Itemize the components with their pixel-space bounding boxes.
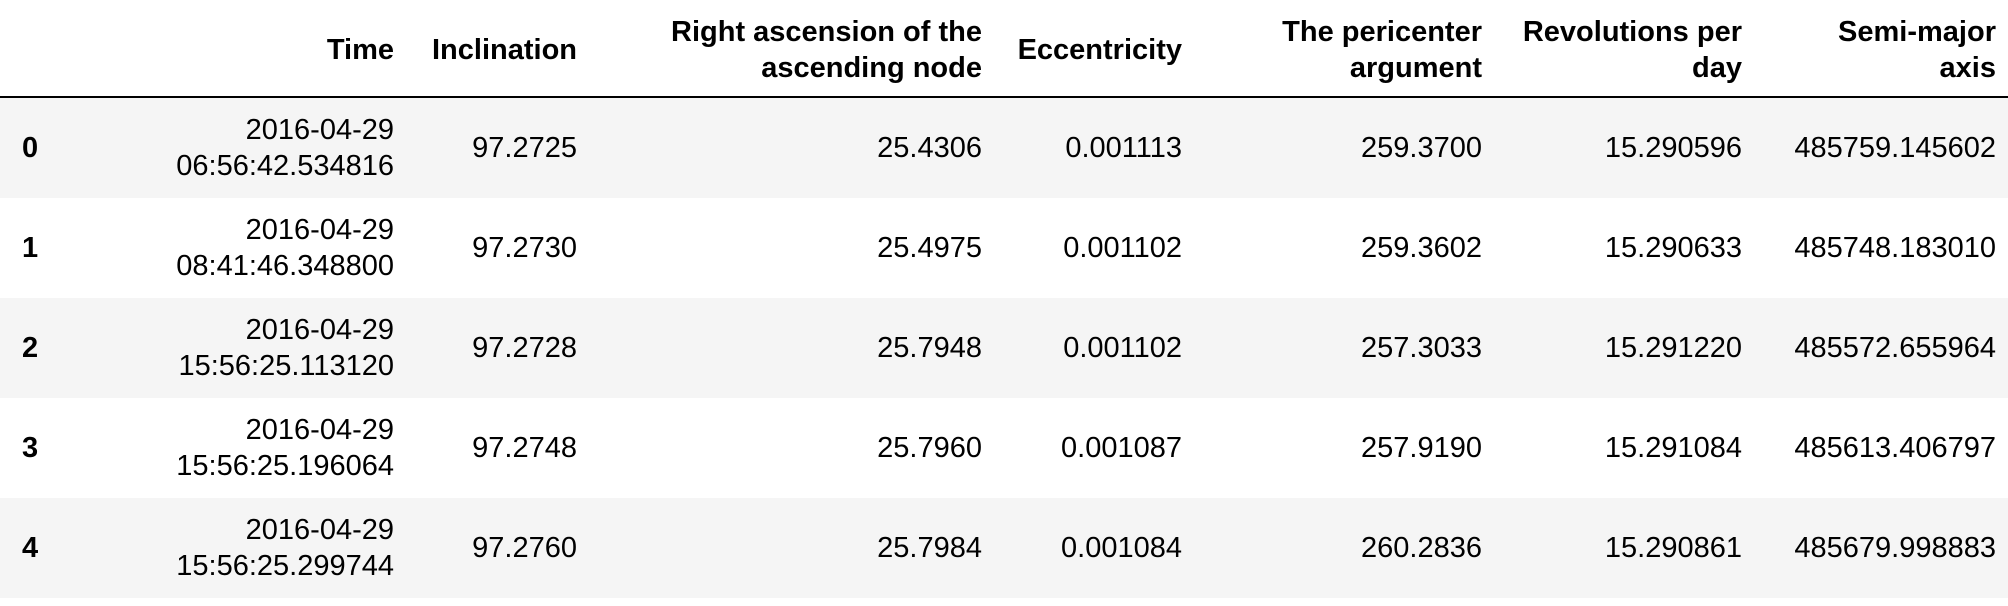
cell-revolutions-per-day: 15.290633: [1604, 232, 1742, 264]
cell-time: 2016-04-29 15:56:25.113120: [178, 314, 394, 382]
cell-eccentricity: 0.001113: [1065, 132, 1182, 164]
cell-time: 2016-04-29 15:56:25.299744: [176, 514, 394, 582]
cell-revolutions-per-day: 15.290596: [1604, 132, 1742, 164]
cell-eccentricity: 0.001087: [1061, 432, 1182, 464]
index-column-header: [0, 4, 70, 98]
column-header-time: Time: [70, 4, 406, 98]
cell-pericenter-argument: 260.2836: [1361, 532, 1482, 564]
cell-semi-major-axis: 485572.655964: [1794, 332, 1996, 364]
cell-inclination: 97.2748: [472, 432, 577, 464]
cell-eccentricity: 0.001084: [1061, 532, 1182, 564]
column-header-semi-major-axis: Semi-major axis: [1754, 4, 2008, 98]
row-index: 0: [22, 132, 39, 164]
row-index: 2: [22, 332, 39, 364]
cell-revolutions-per-day: 15.291084: [1604, 432, 1742, 464]
cell-time: 2016-04-29 15:56:25.196064: [176, 414, 394, 482]
table-row: 4 2016-04-29 15:56:25.299744 97.2760 25.…: [0, 498, 2008, 598]
cell-semi-major-axis: 485613.406797: [1794, 432, 1996, 464]
cell-inclination: 97.2728: [472, 332, 577, 364]
cell-semi-major-axis: 485748.183010: [1794, 232, 1996, 264]
cell-raan: 25.7984: [877, 532, 982, 564]
cell-pericenter-argument: 257.3033: [1361, 332, 1482, 364]
cell-inclination: 97.2730: [472, 232, 577, 264]
cell-pericenter-argument: 259.3602: [1361, 232, 1482, 264]
column-header-revolutions-per-day: Revolutions per day: [1494, 4, 1754, 98]
column-header-eccentricity: Eccentricity: [994, 4, 1194, 98]
column-header-inclination: Inclination: [406, 4, 589, 98]
cell-raan: 25.7948: [877, 332, 982, 364]
table-row: 3 2016-04-29 15:56:25.196064 97.2748 25.…: [0, 398, 2008, 498]
cell-revolutions-per-day: 15.291220: [1604, 332, 1742, 364]
table-body: 0 2016-04-29 06:56:42.534816 97.2725 25.…: [0, 97, 2008, 598]
cell-raan: 25.4306: [877, 132, 982, 164]
table-row: 1 2016-04-29 08:41:46.348800 97.2730 25.…: [0, 198, 2008, 298]
table-row: 0 2016-04-29 06:56:42.534816 97.2725 25.…: [0, 97, 2008, 198]
cell-time: 2016-04-29 08:41:46.348800: [176, 214, 394, 282]
cell-semi-major-axis: 485679.998883: [1794, 532, 1996, 564]
cell-eccentricity: 0.001102: [1063, 232, 1182, 264]
row-index: 1: [22, 232, 39, 264]
cell-pericenter-argument: 257.9190: [1361, 432, 1482, 464]
header-row: Time Inclination Right ascension of the …: [0, 4, 2008, 98]
table-row: 2 2016-04-29 15:56:25.113120 97.2728 25.…: [0, 298, 2008, 398]
table-header: Time Inclination Right ascension of the …: [0, 4, 2008, 98]
cell-semi-major-axis: 485759.145602: [1794, 132, 1996, 164]
cell-revolutions-per-day: 15.290861: [1604, 532, 1742, 564]
cell-inclination: 97.2725: [472, 132, 577, 164]
column-header-raan: Right ascension of the ascending node: [589, 4, 994, 98]
dataframe-table: Time Inclination Right ascension of the …: [0, 4, 2008, 598]
cell-time: 2016-04-29 06:56:42.534816: [176, 114, 394, 182]
cell-eccentricity: 0.001102: [1063, 332, 1182, 364]
cell-raan: 25.7960: [877, 432, 982, 464]
cell-inclination: 97.2760: [472, 532, 577, 564]
row-index: 3: [22, 432, 39, 464]
column-header-pericenter-argument: The pericenter argument: [1194, 4, 1494, 98]
cell-raan: 25.4975: [877, 232, 982, 264]
cell-pericenter-argument: 259.3700: [1361, 132, 1482, 164]
row-index: 4: [22, 532, 39, 564]
